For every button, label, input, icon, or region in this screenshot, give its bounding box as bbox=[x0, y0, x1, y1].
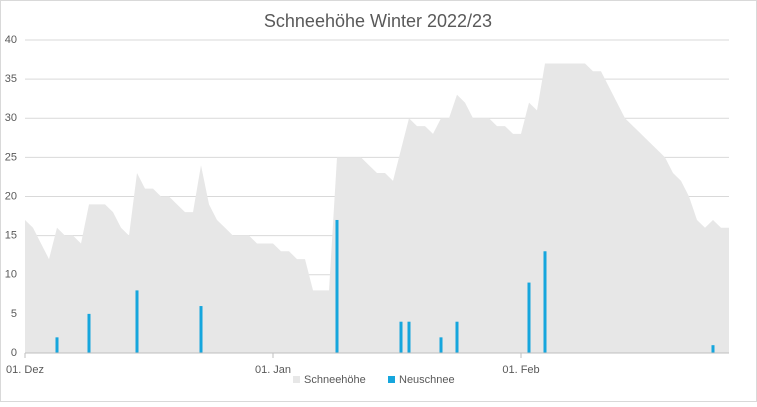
y-tick-label: 25 bbox=[5, 151, 17, 163]
bar bbox=[335, 219, 339, 353]
bar bbox=[711, 345, 715, 353]
bar bbox=[455, 321, 459, 353]
legend-label: Schneehöhe bbox=[304, 374, 366, 386]
area bbox=[25, 63, 729, 353]
x-tick-label: 01. Dez bbox=[6, 364, 44, 376]
x-tick-label: 01. Feb bbox=[502, 364, 539, 376]
bar bbox=[543, 251, 547, 353]
y-tick-label: 40 bbox=[5, 34, 17, 46]
bar bbox=[439, 337, 443, 353]
y-tick-label: 35 bbox=[5, 73, 17, 85]
chart-title: Schneehöhe Winter 2022/23 bbox=[264, 11, 492, 31]
legend-swatch bbox=[293, 376, 300, 383]
y-tick-label: 10 bbox=[5, 269, 17, 281]
legend-swatch bbox=[388, 376, 395, 383]
y-tick-label: 15 bbox=[5, 230, 17, 242]
x-tick-label: 01. Jan bbox=[255, 364, 291, 376]
bar bbox=[399, 321, 403, 353]
y-tick-label: 0 bbox=[11, 347, 17, 359]
bar bbox=[199, 306, 203, 353]
bar bbox=[135, 290, 139, 353]
y-tick-label: 30 bbox=[5, 112, 17, 124]
bar bbox=[407, 321, 411, 353]
y-tick-label: 5 bbox=[11, 308, 17, 320]
bar bbox=[87, 313, 91, 353]
y-tick-label: 20 bbox=[5, 190, 17, 202]
bar bbox=[55, 337, 59, 353]
legend-label: Neuschnee bbox=[399, 374, 455, 386]
bar bbox=[527, 282, 531, 353]
